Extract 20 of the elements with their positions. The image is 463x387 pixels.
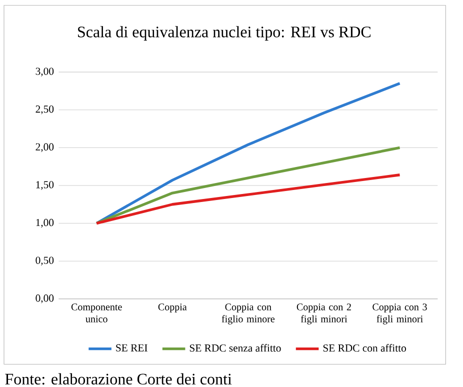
line-series [95,146,402,225]
x-tick-label: Coppia con 3 figli minori [372,304,427,324]
y-tick-label: 3,00 [36,68,54,76]
line-series [95,82,402,225]
legend-label: SE RDC con affitto [323,344,406,352]
line-series [95,174,402,225]
y-tick-label: 1,50 [36,181,54,190]
source-note: Fonte: elaborazione Corte dei conti [5,373,232,385]
y-tick-label: 1,00 [36,218,54,228]
legend-label: SE REI [116,344,148,352]
y-tick-label: 0,50 [36,256,54,266]
x-tick-label: Coppia con 2 figli minori [296,304,351,324]
y-tick-label: 2,50 [36,106,54,114]
y-tick-label: 2,00 [36,143,54,152]
chart-title: Scala di equivalenza nuclei tipo: REI vs RDC [78,26,370,41]
legend-label: SE RDC senza affitto [190,344,281,352]
x-tick-label: Componente unico [71,304,122,322]
y-tick-label: 0,00 [36,294,54,304]
x-tick-label: Coppia [158,304,187,312]
x-tick-label: Coppia con figlio minore [222,304,275,324]
